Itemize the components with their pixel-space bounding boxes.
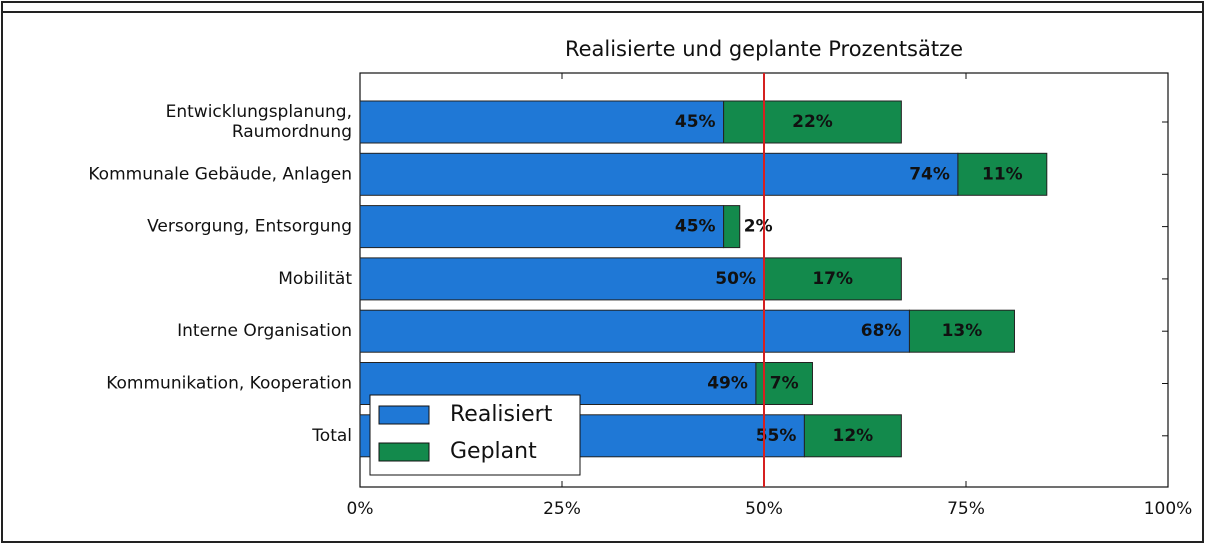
value-label: 45% [675, 217, 716, 237]
y-tick-label: Versorgung, Entsorgung [147, 217, 352, 237]
value-label: 12% [833, 426, 874, 446]
value-label: 50% [715, 269, 756, 289]
x-tick-label: 0% [347, 499, 374, 519]
bar-segment [957, 152, 1048, 196]
bar-segment [359, 205, 725, 249]
y-tick-label: Total [311, 426, 352, 446]
x-tick-label: 100% [1144, 499, 1193, 519]
value-label: 49% [707, 374, 748, 394]
value-label: 17% [812, 269, 853, 289]
y-tick-label: Entwicklungsplanung, Raumordnung [166, 102, 352, 142]
y-tick-label: Mobilität [278, 269, 352, 289]
legend-swatch [378, 405, 430, 425]
y-tick-label: Kommunale Gebäude, Anlagen [88, 164, 352, 184]
legend-label: Realisiert [450, 402, 553, 427]
x-tick-label: 25% [543, 499, 581, 519]
x-tick-label: 50% [745, 499, 783, 519]
chart-title: Realisierte und geplante Prozentsätze [565, 37, 963, 61]
bar-segment [755, 362, 813, 405]
legend-swatch [378, 442, 430, 462]
bar-segment [359, 309, 910, 353]
value-label: 55% [756, 426, 797, 446]
bar-segment [908, 309, 1015, 353]
value-label: 45% [675, 112, 716, 132]
bar-segment [359, 152, 959, 196]
value-label: 11% [982, 164, 1023, 184]
value-label: 2% [744, 217, 773, 237]
x-tick-label: 75% [947, 499, 985, 519]
bar-segment [803, 414, 902, 458]
bar-segment [359, 100, 725, 144]
y-tick-label: Kommunikation, Kooperation [106, 374, 352, 394]
bar-segment [723, 205, 741, 249]
value-label: 7% [770, 374, 799, 394]
bar-segment [723, 100, 902, 144]
value-label: 68% [861, 321, 902, 341]
y-tick-label: Interne Organisation [177, 321, 352, 341]
legend-label: Geplant [450, 439, 537, 464]
value-label: 22% [792, 112, 833, 132]
bar-segment [359, 257, 765, 301]
value-label: 13% [942, 321, 983, 341]
value-label: 74% [909, 164, 950, 184]
